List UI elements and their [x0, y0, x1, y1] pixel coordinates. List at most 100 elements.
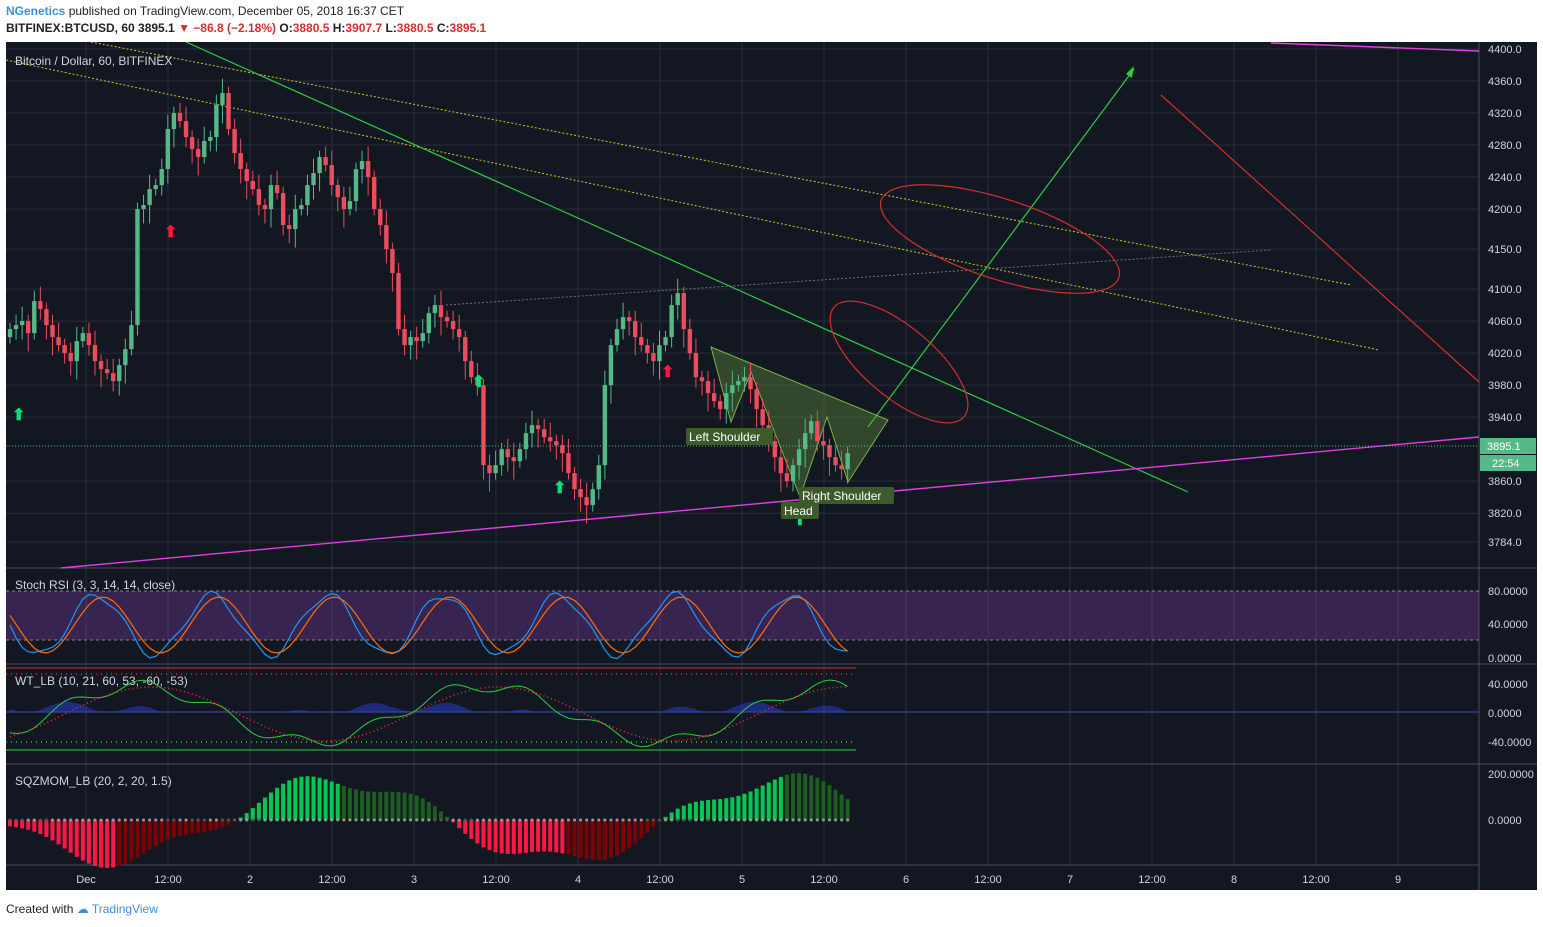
sqz-bar [123, 820, 128, 864]
up-arrow-icon: ⬆ [553, 480, 566, 497]
sqz-dot [281, 818, 285, 822]
tradingview-logo-link[interactable]: ☁ TradingView [76, 902, 158, 916]
candle-body [347, 201, 353, 210]
sqz-dot [190, 818, 194, 822]
sqz-dot [214, 818, 218, 822]
sqz-dot [694, 818, 698, 822]
open-value: 3880.5 [292, 21, 330, 35]
trend-drawings [6, 42, 1480, 569]
sqz-dot [615, 818, 619, 822]
time-tick-label: 12:00 [810, 874, 838, 886]
sqz-bar [220, 820, 225, 828]
sqz-bar [687, 803, 692, 820]
sqz-bar [596, 820, 601, 860]
head-shoulders-pattern[interactable] [710, 346, 889, 499]
last-price-tag-label: 3895.1 [1487, 441, 1521, 453]
candle-body [663, 337, 668, 346]
candle-body [274, 185, 280, 194]
time-tick-label: 12:00 [154, 874, 182, 886]
candle-body [481, 385, 486, 466]
candle-body [450, 321, 456, 330]
candle-body [396, 273, 401, 330]
time-tick-label: 12:00 [974, 874, 1002, 886]
candle-body [711, 393, 717, 402]
stoch-rsi-pane [6, 590, 1479, 660]
candle-body [159, 169, 164, 186]
candle-body [293, 209, 298, 230]
sqz-bar [281, 783, 286, 820]
red-downtrend-line[interactable] [1160, 94, 1480, 383]
price-tick-label: 4150.0 [1488, 244, 1522, 256]
sqz-dot [293, 818, 297, 822]
sqz-dot [227, 818, 231, 822]
time-axis: Dec 12:00 2 12:00 3 12:00 4 12:00 5 12:00 6 12:00 7 1… [76, 874, 1401, 886]
candle-body [833, 457, 838, 466]
sqz-dot [415, 818, 419, 822]
sqz-dot [366, 818, 370, 822]
candle-body [754, 389, 759, 410]
candle-body [268, 185, 274, 210]
sqz-bar [269, 792, 274, 820]
candle-body [505, 449, 510, 458]
sqz-bar [706, 800, 711, 820]
green-projection-arrow[interactable] [867, 68, 1135, 428]
sqz-dot [172, 818, 176, 822]
sqz-dot [135, 818, 139, 822]
green-downtrend-line[interactable] [185, 42, 1189, 493]
sqz-bar [554, 820, 559, 853]
sqz-dot [105, 818, 109, 822]
sqz-dot [409, 818, 413, 822]
sqz-dot [840, 818, 844, 822]
sqz-dot [439, 818, 443, 822]
candle-body [742, 377, 747, 382]
sqz-bar [250, 808, 255, 820]
sqz-bar [135, 820, 140, 858]
candle-body [19, 321, 25, 326]
candle-body [195, 149, 201, 158]
sqz-dot [706, 818, 710, 822]
sqz-dot [87, 818, 91, 822]
candle-body [13, 325, 19, 330]
time-tick-label: 12:00 [482, 874, 510, 886]
chart-area[interactable]: ⬆ ⬆ ⬆ ⬆ ⬆ ⬆ Left Shoulder Head Right Sho… [6, 42, 1537, 890]
sqz-dot [50, 818, 54, 822]
left-shoulder-box [686, 428, 773, 445]
dotted-grey-neckline[interactable] [445, 249, 1272, 306]
sqz-bar [335, 783, 340, 820]
sqz-dot [239, 818, 243, 822]
sqz-bar [86, 820, 91, 864]
candle-body [608, 345, 614, 386]
author-link[interactable]: NGenetics [6, 4, 66, 18]
footer: Created with ☁ TradingView [6, 902, 158, 916]
candle-body [177, 113, 183, 122]
sqz-bar [408, 793, 413, 820]
sqz-dot [111, 818, 115, 822]
wt-histogram [10, 701, 848, 712]
red-ellipse-lower[interactable] [811, 281, 986, 444]
sqz-dot [554, 818, 558, 822]
sqz-dot [579, 818, 583, 822]
sqz-dot [767, 818, 771, 822]
magenta-top-line[interactable] [1270, 42, 1480, 52]
price-tick-label: 4060.0 [1488, 316, 1522, 328]
sqz-dot [536, 818, 540, 822]
candle-body [202, 141, 207, 158]
dotted-yellow-trendline-2[interactable] [6, 59, 1380, 351]
magenta-support-line[interactable] [60, 436, 1480, 569]
sqz-bar [323, 779, 328, 820]
red-ellipse-upper[interactable] [869, 162, 1131, 315]
sqz-bar [560, 820, 565, 854]
candle-body [165, 129, 171, 170]
sqz-bar [99, 820, 104, 868]
sqz-dot [178, 818, 182, 822]
sqz-dot [494, 818, 498, 822]
sqz-bar [809, 775, 814, 820]
sqz-bar [718, 799, 723, 820]
dotted-yellow-trendline[interactable] [90, 42, 1352, 286]
sqz-dot [591, 818, 595, 822]
candle-body [535, 425, 541, 430]
sqz-bar [111, 820, 116, 868]
indicator-tick-label: 40.0000 [1488, 679, 1528, 691]
sqz-bar [681, 805, 686, 820]
candle-body [414, 337, 419, 342]
